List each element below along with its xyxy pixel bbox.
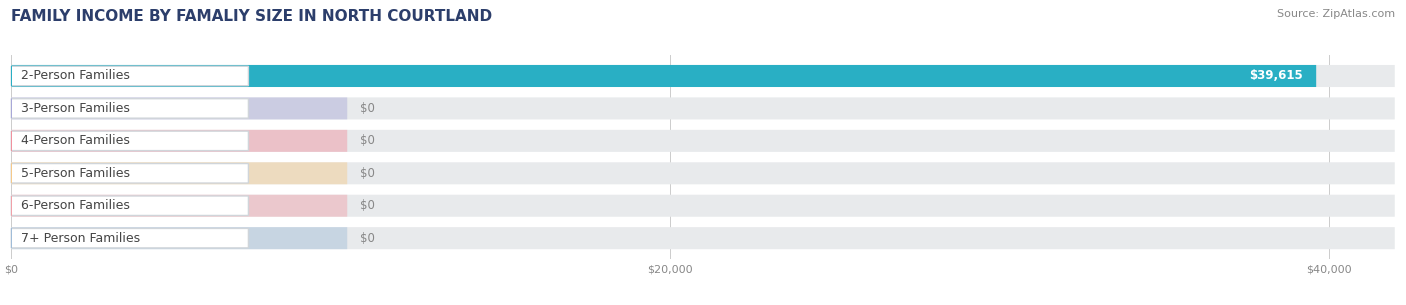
- Text: 7+ Person Families: 7+ Person Families: [21, 232, 141, 245]
- FancyBboxPatch shape: [11, 97, 347, 120]
- FancyBboxPatch shape: [11, 227, 347, 249]
- FancyBboxPatch shape: [11, 99, 249, 118]
- Text: $0: $0: [360, 135, 375, 147]
- Text: 4-Person Families: 4-Person Families: [21, 135, 129, 147]
- FancyBboxPatch shape: [11, 130, 347, 152]
- FancyBboxPatch shape: [11, 65, 1316, 87]
- Text: 6-Person Families: 6-Person Families: [21, 199, 129, 212]
- FancyBboxPatch shape: [11, 162, 347, 184]
- Text: Source: ZipAtlas.com: Source: ZipAtlas.com: [1277, 9, 1395, 19]
- FancyBboxPatch shape: [11, 195, 1395, 217]
- FancyBboxPatch shape: [11, 228, 249, 248]
- Text: 2-Person Families: 2-Person Families: [21, 70, 129, 82]
- Text: $0: $0: [360, 199, 375, 212]
- Text: $0: $0: [360, 167, 375, 180]
- Text: 5-Person Families: 5-Person Families: [21, 167, 131, 180]
- FancyBboxPatch shape: [11, 131, 249, 151]
- Text: $39,615: $39,615: [1250, 70, 1303, 82]
- FancyBboxPatch shape: [11, 163, 249, 183]
- FancyBboxPatch shape: [11, 227, 1395, 249]
- FancyBboxPatch shape: [11, 65, 1395, 87]
- FancyBboxPatch shape: [11, 162, 1395, 184]
- FancyBboxPatch shape: [11, 195, 347, 217]
- FancyBboxPatch shape: [11, 130, 1395, 152]
- FancyBboxPatch shape: [11, 66, 249, 86]
- Text: FAMILY INCOME BY FAMALIY SIZE IN NORTH COURTLAND: FAMILY INCOME BY FAMALIY SIZE IN NORTH C…: [11, 9, 492, 24]
- Text: 3-Person Families: 3-Person Families: [21, 102, 129, 115]
- Text: $0: $0: [360, 232, 375, 245]
- FancyBboxPatch shape: [11, 196, 249, 215]
- FancyBboxPatch shape: [11, 97, 1395, 120]
- Text: $0: $0: [360, 102, 375, 115]
